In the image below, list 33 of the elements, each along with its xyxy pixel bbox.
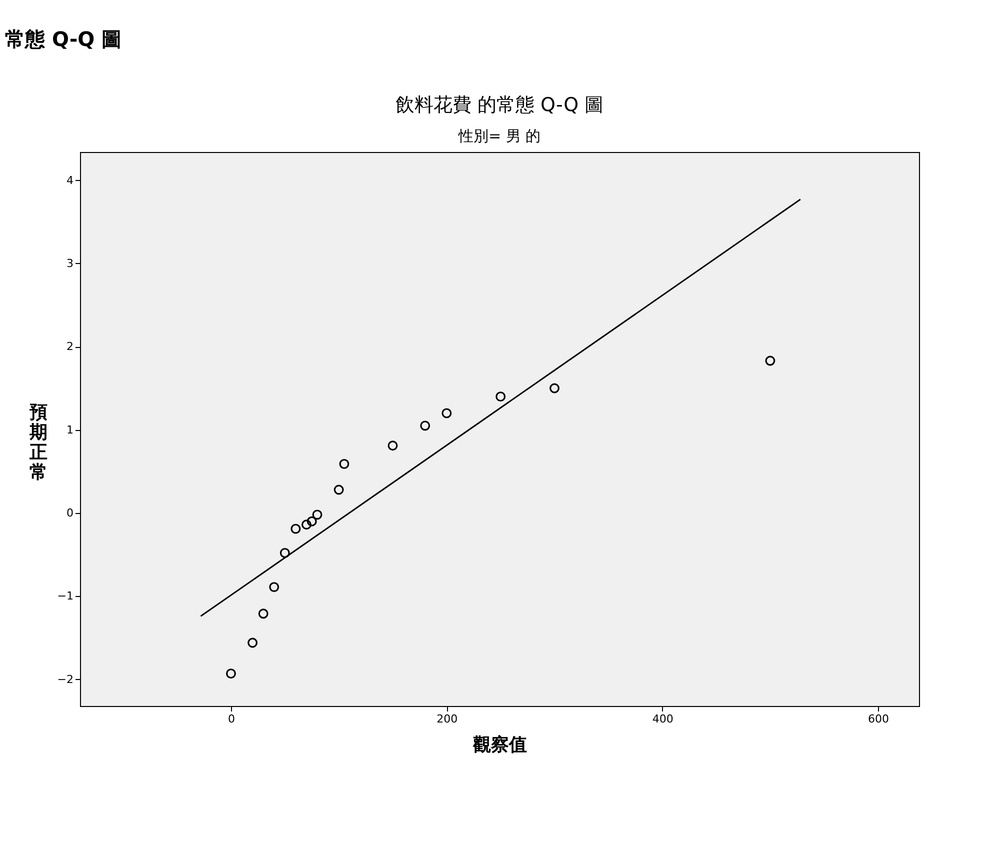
- point: [269, 582, 280, 592]
- y-tick-label: 0: [66, 506, 74, 520]
- point: [290, 524, 301, 534]
- point: [301, 520, 312, 530]
- point: [339, 458, 350, 469]
- point: [765, 356, 776, 366]
- point: [550, 383, 560, 394]
- y-tick-label: 4: [66, 174, 74, 187]
- y-tick-label: −1: [57, 590, 74, 603]
- point: [334, 484, 344, 495]
- point: [248, 638, 258, 648]
- x-tick-label: 200: [436, 712, 458, 726]
- y-tick-label: 3: [66, 256, 74, 270]
- y-tick-label: 2: [66, 340, 74, 354]
- x-axis-title: 觀察值: [472, 734, 527, 756]
- point: [226, 668, 236, 679]
- point: [258, 608, 268, 619]
- x-tick-label: 600: [868, 712, 890, 726]
- point: [420, 420, 430, 431]
- point: [388, 440, 398, 451]
- point: [496, 392, 506, 402]
- x-tick-label: 400: [652, 712, 674, 726]
- point: [306, 516, 317, 526]
- point: [280, 548, 290, 558]
- y-tick-label: −2: [57, 672, 74, 686]
- y-axis-title: 預期正常: [28, 402, 48, 483]
- text: 常態 Q-Q 圖: [5, 27, 122, 51]
- chart-title: 飲料花費 的常態 Q-Q 圖: [395, 94, 604, 116]
- point: [442, 408, 452, 418]
- point: [312, 510, 322, 520]
- y-tick-label: 1: [66, 423, 74, 436]
- chart-subtitle: 性別= 男 的: [457, 127, 541, 145]
- x-tick-label: 0: [228, 712, 235, 726]
